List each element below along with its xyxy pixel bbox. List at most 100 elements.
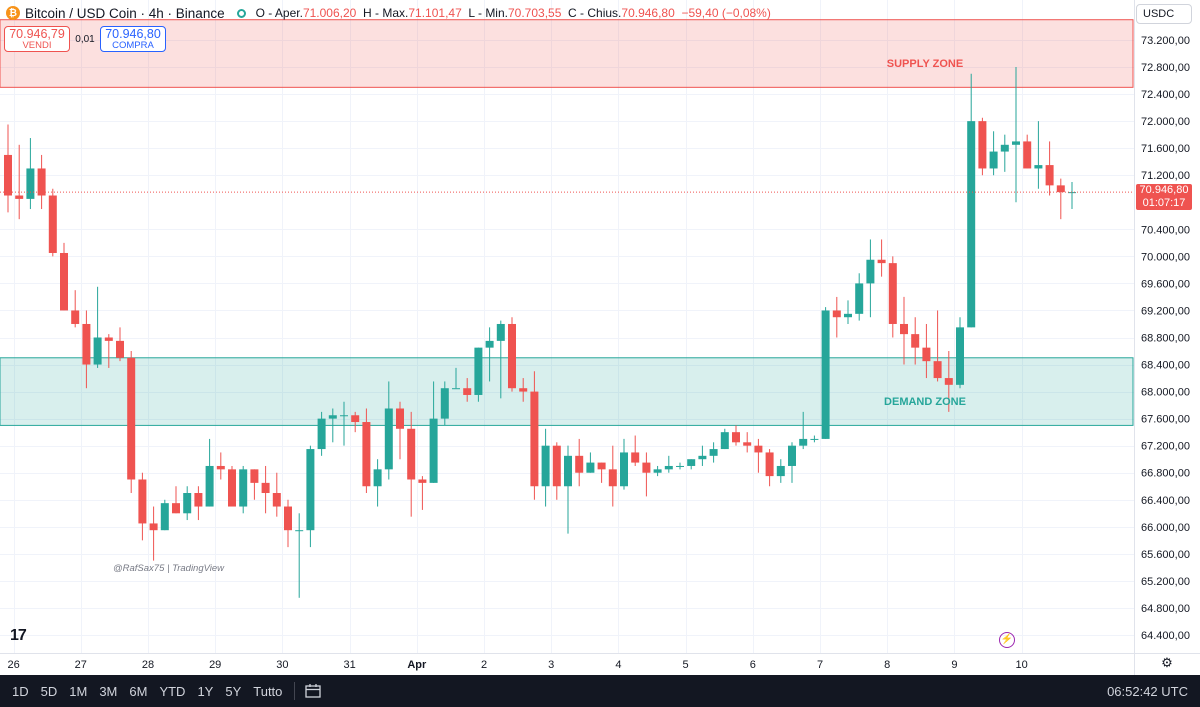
candle-body [452,388,460,390]
candle-body [116,340,124,358]
candle-body [272,493,281,507]
price-tick-label: 72.000,00 [1141,116,1190,128]
candle-body [866,259,875,284]
candle-body [933,361,942,379]
candles [4,67,1076,598]
candle-body [922,347,931,362]
candle-body [586,462,595,473]
timeframe-3m[interactable]: 3M [99,683,118,699]
candle-body [855,283,864,314]
buy-button[interactable]: 70.946,80 COMPRA [100,26,166,52]
timeframe-1d[interactable]: 1D [12,683,29,699]
candle-body [608,469,617,487]
low-value: 70.703,55 [507,6,562,20]
candle-body [776,465,785,477]
candle-body [956,327,964,385]
candle-body [720,432,729,450]
candle-body [284,506,292,531]
high-label: H - Max. [363,6,409,20]
candle-body [194,493,203,507]
gear-icon[interactable]: ⚙ [1161,655,1173,670]
last-price-value: 70.946,80 [1139,184,1189,197]
price-tick-label: 66.000,00 [1141,522,1190,534]
candle-body [351,415,360,423]
time-tick-label: 7 [817,659,823,671]
timeframe-1m[interactable]: 1M [69,683,88,699]
candle-body [564,455,572,487]
time-tick-label: 29 [209,659,221,671]
date-range-icon[interactable] [305,684,322,698]
time-tick-label: 28 [142,659,154,671]
open-label: O - Aper. [255,6,303,20]
currency-selector[interactable]: USDC [1136,4,1192,24]
candle-body [989,151,998,169]
timeframe-5y[interactable]: 5Y [225,683,242,699]
candle-body [138,479,147,524]
candle-body [362,422,371,487]
bar-countdown: 01:07:17 [1142,197,1186,210]
candle-body [788,445,796,466]
supply-zone [0,19,1134,88]
time-tick-label: 4 [615,659,621,671]
price-tick-label: 65.200,00 [1141,576,1190,588]
sell-price: 70.946,79 [9,27,65,41]
market-status-icon[interactable] [236,8,246,18]
time-tick-label: 3 [548,659,554,671]
timeframe-all[interactable]: Tutto [253,683,283,699]
timeframe-5d[interactable]: 5D [40,683,58,699]
candle-body [295,530,304,532]
candle-body [709,449,718,456]
utc-clock[interactable]: 06:52:42 UTC [1107,684,1188,699]
time-axis[interactable]: 26 27 28 29 30 31 Apr 2 3 4 5 6 7 8 9 10 [7,659,1027,671]
close-label: C - Chius. [568,6,622,20]
time-tick-label: 6 [750,659,756,671]
candle-body [1034,165,1043,169]
candle-body [127,357,136,480]
candle-body [328,415,337,419]
price-tick-label: 73.200,00 [1141,35,1190,47]
candle-body [15,195,24,199]
demand-zone-label: DEMAND ZONE [884,396,966,408]
buy-price: 70.946,80 [105,27,161,41]
candle-body [911,334,920,348]
candle-body [664,465,673,470]
candle-body [1000,144,1009,152]
candle-body [228,469,236,507]
timeframe-ytd[interactable]: YTD [159,683,186,699]
price-tick-label: 72.400,00 [1141,89,1190,101]
candle-body [530,391,539,487]
last-price-tag: 70.946,80 01:07:17 [1136,184,1192,211]
candle-body [496,323,505,341]
timeframe-1y[interactable]: 1Y [197,683,214,699]
price-axis[interactable]: 73.200,00 72.800,00 72.400,00 72.000,00 71.6… [1141,35,1190,642]
candle-body [687,459,696,466]
candle-body [149,523,158,531]
price-tick-label: 64.400,00 [1141,630,1190,642]
candle-body [205,465,214,507]
candle-body [1068,192,1076,194]
candle-body [754,445,763,453]
zone-rects [0,19,1134,426]
buy-label: COMPRA [112,40,154,51]
bitcoin-icon: ₿ [6,6,20,20]
candle-body [485,340,494,348]
time-tick-label: 9 [951,659,957,671]
timeframe-6m[interactable]: 6M [129,683,148,699]
candle-body [732,432,740,443]
price-tick-label: 66.800,00 [1141,468,1190,480]
symbol-title[interactable]: Bitcoin / USD Coin · 4h · Binance [25,5,225,21]
candle-body [48,195,57,253]
candle-body [4,154,12,196]
tradingview-logo[interactable]: 17 [10,627,27,644]
candle-body [642,462,651,473]
candle-body [631,452,640,463]
candle-body [508,323,516,389]
open-value: 71.006,20 [302,6,357,20]
time-tick-label: Apr [407,659,427,671]
candle-body [82,323,91,365]
candle-body [1056,185,1065,193]
candle-body [620,452,628,487]
sell-button[interactable]: 70.946,79 VENDI [4,26,70,52]
lightning-icon[interactable]: ⚡ [999,632,1015,648]
